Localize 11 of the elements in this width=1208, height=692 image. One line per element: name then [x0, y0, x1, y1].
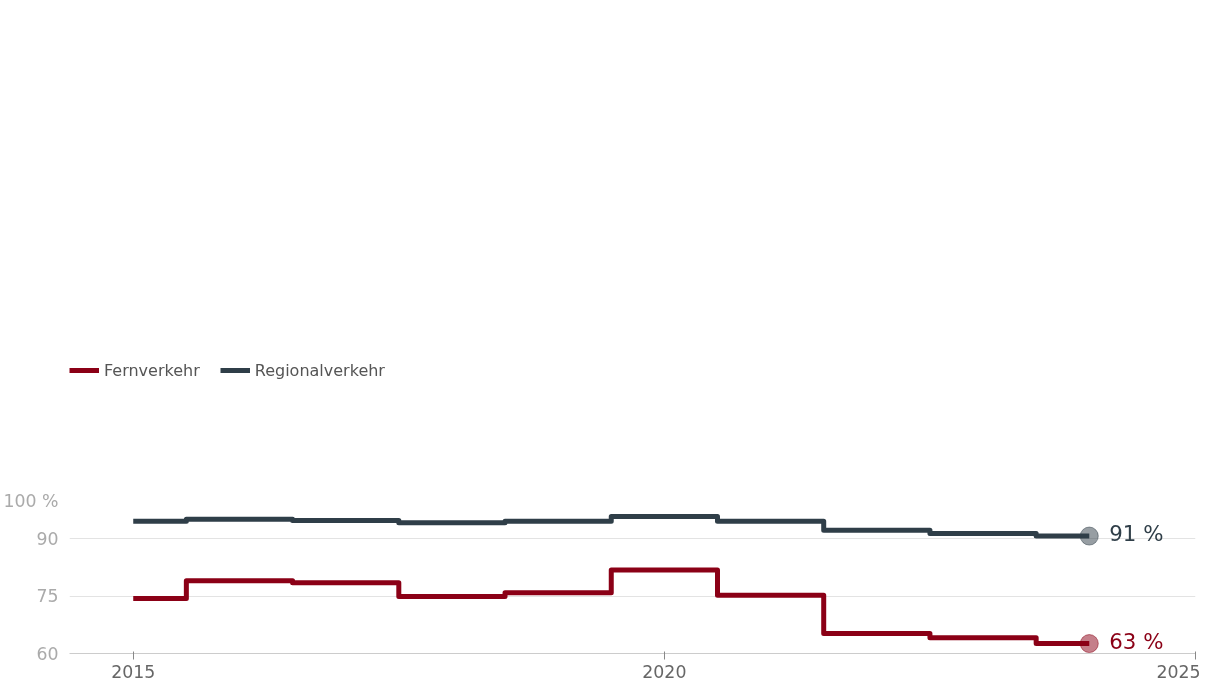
y-tick-label: 75: [36, 586, 59, 607]
x-tick-label: 2025: [1156, 661, 1201, 682]
x-tick-label: 2020: [642, 661, 687, 682]
legend-label: Regionalverkehr: [254, 360, 385, 380]
y-tick-label: 100 %: [3, 490, 59, 511]
y-tick-label: 90: [36, 528, 59, 549]
x-tick-label: 2015: [111, 661, 156, 682]
y-tick-label: 60: [36, 643, 59, 664]
annotation: 91 %: [1109, 521, 1164, 547]
annotation: 63 %: [1109, 628, 1164, 654]
legend-label: Fernverkehr: [104, 360, 200, 380]
